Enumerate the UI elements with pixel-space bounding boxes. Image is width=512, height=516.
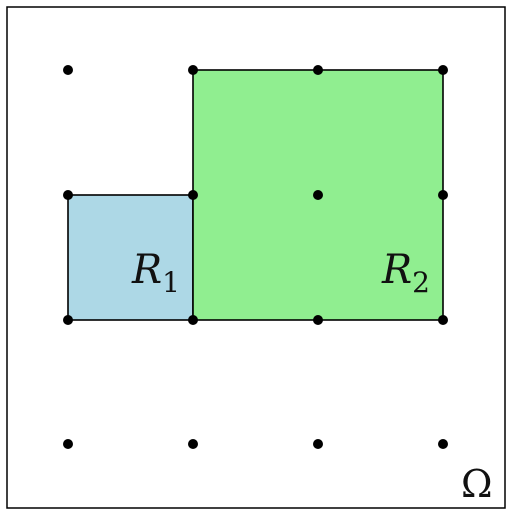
grid-dot: [438, 190, 448, 200]
label-r2-letter: R: [381, 247, 412, 293]
grid-dot: [313, 65, 323, 75]
grid-dot: [63, 65, 73, 75]
grid-dot: [188, 439, 198, 449]
grid-dot: [438, 65, 448, 75]
grid-dot: [188, 190, 198, 200]
label-r1-letter: R: [131, 247, 162, 293]
grid-dot: [313, 439, 323, 449]
label-r1: R1: [131, 247, 180, 299]
grid-dot: [188, 65, 198, 75]
label-r1-subscript: 1: [162, 266, 180, 299]
grid-dot: [188, 315, 198, 325]
grid-dot: [313, 190, 323, 200]
grid-dot: [63, 439, 73, 449]
domain-boundary: [6, 6, 506, 509]
grid-dot: [63, 315, 73, 325]
label-r2: R2: [381, 247, 430, 299]
label-r2-subscript: 2: [412, 266, 430, 299]
grid-dot: [313, 315, 323, 325]
label-omega: Ω: [461, 462, 493, 506]
grid-dots: [63, 65, 448, 449]
grid-dot: [438, 439, 448, 449]
grid-dot: [63, 190, 73, 200]
region-r1: [67, 194, 194, 321]
grid-dot: [438, 315, 448, 325]
